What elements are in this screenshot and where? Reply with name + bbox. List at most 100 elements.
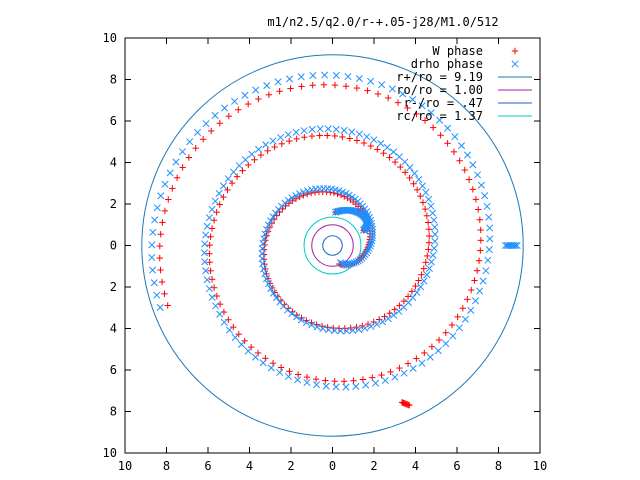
drho-phase-point xyxy=(502,241,510,250)
drho-phase-point xyxy=(364,247,372,255)
w-phase-point xyxy=(397,163,404,171)
w-phase-point xyxy=(185,154,193,161)
w-phase-point xyxy=(472,196,480,203)
drho-phase-point xyxy=(149,266,157,274)
w-phase-point xyxy=(286,368,293,375)
drho-phase-point xyxy=(229,168,238,176)
w-phase-point xyxy=(179,164,186,171)
drho-phase-point xyxy=(346,260,354,268)
drho-phase-point xyxy=(316,125,324,133)
w-phase-point xyxy=(235,106,242,113)
w-phase-point xyxy=(454,313,461,321)
drho-phase-point xyxy=(429,251,437,259)
x-tick-label: 2 xyxy=(370,459,377,473)
w-phase-point xyxy=(475,206,482,213)
drho-phase-point xyxy=(194,128,202,136)
drho-phase-point xyxy=(430,216,438,224)
w-phase-point xyxy=(425,232,433,240)
drho-phase-point xyxy=(431,223,439,231)
w-phase-point xyxy=(225,316,232,323)
w-phase-point xyxy=(421,349,428,357)
w-phase-point xyxy=(473,267,481,274)
drho-phase-point xyxy=(302,319,310,327)
drho-phase-point xyxy=(427,202,435,210)
y-tick-label: 4 xyxy=(110,156,117,170)
drho-phase-point xyxy=(365,244,373,252)
drho-phase-point xyxy=(351,207,359,215)
y-tick-label: 0 xyxy=(110,239,117,253)
drho-phase-point xyxy=(434,347,442,355)
drho-phase-point xyxy=(269,289,278,297)
drho-phase-point xyxy=(263,82,271,90)
drho-phase-point xyxy=(325,326,333,334)
drho-phase-point xyxy=(449,332,457,340)
w-phase-point xyxy=(161,207,169,215)
w-phase-point xyxy=(278,140,286,147)
w-phase-point xyxy=(476,216,484,223)
drho-phase-point xyxy=(391,373,399,381)
drho-phase-point xyxy=(511,241,520,250)
drho-phase-point xyxy=(292,128,300,136)
w-phase-point xyxy=(417,192,424,200)
drho-phase-point xyxy=(348,128,356,136)
w-phase-point xyxy=(320,81,328,89)
drho-phase-point xyxy=(395,307,403,315)
drho-phase-point xyxy=(340,126,348,134)
drho-phase-point xyxy=(269,137,277,145)
radius-circle xyxy=(303,216,362,275)
drho-phase-point xyxy=(322,382,330,390)
drho-phase-point xyxy=(288,194,296,202)
w-phase-point xyxy=(437,132,444,139)
drho-phase-point xyxy=(443,124,452,132)
w-phase-point xyxy=(459,305,466,312)
w-phase-point xyxy=(418,271,425,278)
drho-phase-point xyxy=(366,242,374,250)
w-phase-point xyxy=(435,336,443,344)
drho-phase-point xyxy=(431,230,439,238)
drho-phase-point xyxy=(411,169,419,177)
drho-phase-point xyxy=(274,78,282,86)
drho-phase-point xyxy=(172,158,180,166)
drho-phase-point xyxy=(333,208,341,216)
w-phase-point xyxy=(380,150,387,157)
w-phase-point xyxy=(159,219,166,226)
w-phase-point xyxy=(369,374,376,381)
w-phase-point xyxy=(364,87,371,94)
w-phase-point xyxy=(444,140,451,147)
drho-phase-point xyxy=(409,294,417,302)
drho-phase-point xyxy=(479,277,487,285)
drho-phase-point xyxy=(355,74,363,83)
w-phase-point xyxy=(367,142,374,150)
w-phase-point xyxy=(199,136,207,143)
drho-phase-point xyxy=(455,324,463,332)
drho-phase-point xyxy=(399,90,407,98)
drho-phase-point xyxy=(201,240,209,248)
drho-phase-point xyxy=(211,111,219,120)
drho-phase-point xyxy=(299,188,308,196)
w-phase-point xyxy=(401,169,409,176)
w-phase-point xyxy=(391,158,399,166)
legend-marker xyxy=(511,60,519,68)
drho-phase-point xyxy=(262,275,271,283)
drho-phase-point xyxy=(324,125,332,133)
drho-phase-point xyxy=(367,239,375,247)
drho-phase-point xyxy=(370,136,378,144)
drho-phase-point xyxy=(361,324,369,332)
drho-phase-point xyxy=(355,130,363,138)
drho-phase-point xyxy=(430,244,438,252)
drho-phase-point xyxy=(363,249,371,257)
drho-phase-point xyxy=(332,125,340,133)
w-phase-point xyxy=(412,282,419,290)
drho-phase-point xyxy=(368,234,376,242)
drho-phase-point xyxy=(486,235,494,243)
x-tick-label: 4 xyxy=(246,459,253,473)
drho-phase-point xyxy=(269,213,277,221)
drho-phase-point xyxy=(379,318,387,326)
drho-phase-point xyxy=(367,322,375,331)
w-phase-point xyxy=(316,132,323,139)
drho-phase-point xyxy=(272,209,280,217)
w-phase-point xyxy=(471,277,478,284)
w-phase-point xyxy=(413,110,420,118)
w-phase-point xyxy=(477,247,484,254)
